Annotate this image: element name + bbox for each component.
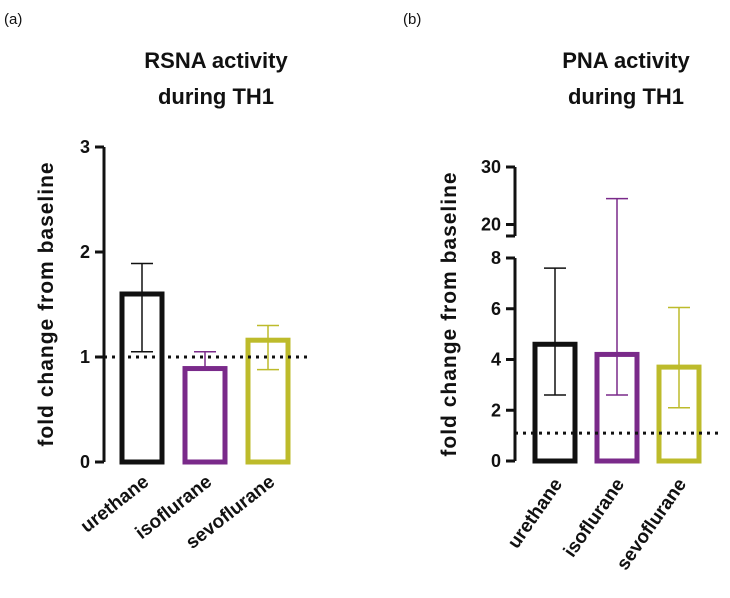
panel-a-y-tick-label: 2 [80,242,90,262]
panel-b-y-axis [506,167,517,461]
panel-a-error-bars [131,262,279,371]
panel-a-bars [119,291,291,465]
panel-b-label: (b) [403,11,421,28]
panel-a-bar-isoflurane [182,366,228,465]
panel-a-y-axis-label: fold change from baseline [35,161,58,446]
panel-b-category-isoflurane: isoflurane [560,475,629,561]
panel-b-y-tick-label: 20 [481,215,501,235]
panel-b-title-line-1: PNA activity [562,48,690,73]
panel-b-y-ticks: 0 2 4 6 8 20 30 [481,157,515,471]
panel-b-error-bars [544,197,690,409]
panel-a-y-tick-label: 0 [80,452,90,472]
panel-b-y-tick-label: 2 [491,400,501,420]
panel-a-rsna-chart: (a) RSNA activity during TH1 fold change… [4,11,312,554]
panel-b-category-urethane: urethane [504,475,567,553]
panel-b-y-tick-label: 0 [491,451,501,471]
panel-b-y-axis-label: fold change from baseline [438,171,461,456]
panel-b-pna-chart: (b) PNA activity during TH1 fold change … [403,11,722,574]
panel-a-y-tick-label: 1 [80,347,90,367]
panel-b-y-tick-label: 4 [491,350,501,370]
panel-b-title-line-2: during TH1 [568,84,684,109]
panel-b-y-tick-label: 6 [491,299,501,319]
panel-a-y-ticks: 0 1 2 3 [80,137,104,472]
panel-a-title-line-1: RSNA activity [144,48,288,73]
panel-b-y-tick-label: 8 [491,248,501,268]
panel-b-y-tick-label: 30 [481,157,501,177]
panel-a-title-line-2: during TH1 [158,84,274,109]
panel-a-y-tick-label: 3 [80,137,90,157]
panel-a-label: (a) [4,11,22,28]
